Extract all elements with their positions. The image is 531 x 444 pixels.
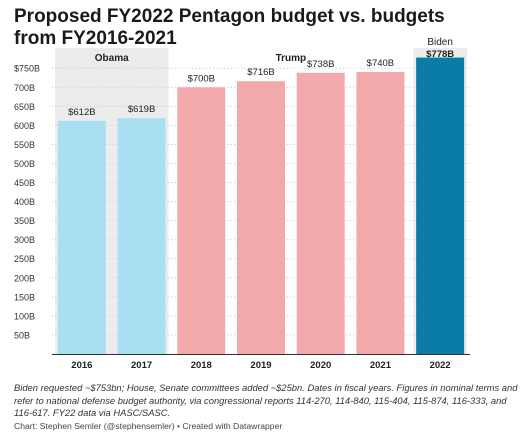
group-label-biden: Biden [427,37,453,48]
y-tick-label: 400B [14,197,35,207]
y-tick-label: 150B [14,292,35,302]
value-label-2018: $700B [188,73,215,84]
value-label-2021: $740B [367,58,394,69]
x-tick-label-2021: 2021 [370,360,392,371]
y-tick-label: 100B [14,311,35,321]
footnote: Biden requested ~$753bn; House, Senate c… [14,382,518,418]
y-tick-label: 300B [14,235,35,245]
y-tick-label: 500B [14,159,35,169]
y-tick-label: 50B [14,330,30,340]
y-tick-label: 450B [14,178,35,188]
value-label-2020: $738B [307,59,334,70]
axes: 50B 100B 150B 200B 250B 300B 350B 400B 450B 500B 5… [14,64,470,371]
value-labels: $612B $619B $700B $716B $738B $740B $778B Obama… [68,37,454,118]
x-tick-label-2019: 2019 [250,360,271,371]
y-tick-label: 200B [14,273,35,283]
y-tick-label: 700B [14,83,35,93]
group-label-obama: Obama [95,53,129,64]
chart-title: Proposed FY2022 Pentagon budget vs. budg… [14,6,514,50]
value-label-2016: $612B [68,107,95,118]
bar-2021 [356,72,405,355]
bar-2016 [57,120,106,354]
y-tick-label: $750B [14,64,40,74]
value-label-2022: $778B [426,49,454,60]
x-tick-label-2018: 2018 [191,360,212,371]
bar-2019 [237,81,285,354]
chart-title-line-2: from FY2016-2021 [14,28,177,49]
y-tick-label: 650B [14,102,35,112]
y-tick-label: 600B [14,121,35,131]
x-tick-label-2020: 2020 [310,360,331,371]
bars [57,57,465,355]
y-tick-label: 350B [14,216,35,226]
bar-2020 [296,72,345,355]
y-tick-label: 550B [14,140,35,150]
bar-2022 [416,57,465,355]
x-tick-label-2016: 2016 [71,360,92,371]
bar-2017 [117,118,166,354]
group-label-trump: Trump [276,53,307,64]
credit-line: Chart: Stephen Semler (@stephensemler) •… [14,421,283,431]
value-label-2017: $619B [128,104,155,115]
value-label-2019: $716B [247,67,274,78]
y-tick-label: 250B [14,254,35,264]
bar-2018 [177,87,226,354]
bar-chart: $612B $619B $700B $716B $738B $740B $778B Obama… [14,37,470,371]
chart-title-line-1: Proposed FY2022 Pentagon budget vs. budg… [14,6,445,27]
x-tick-label-2022: 2022 [430,360,451,371]
x-tick-label-2017: 2017 [131,360,152,371]
